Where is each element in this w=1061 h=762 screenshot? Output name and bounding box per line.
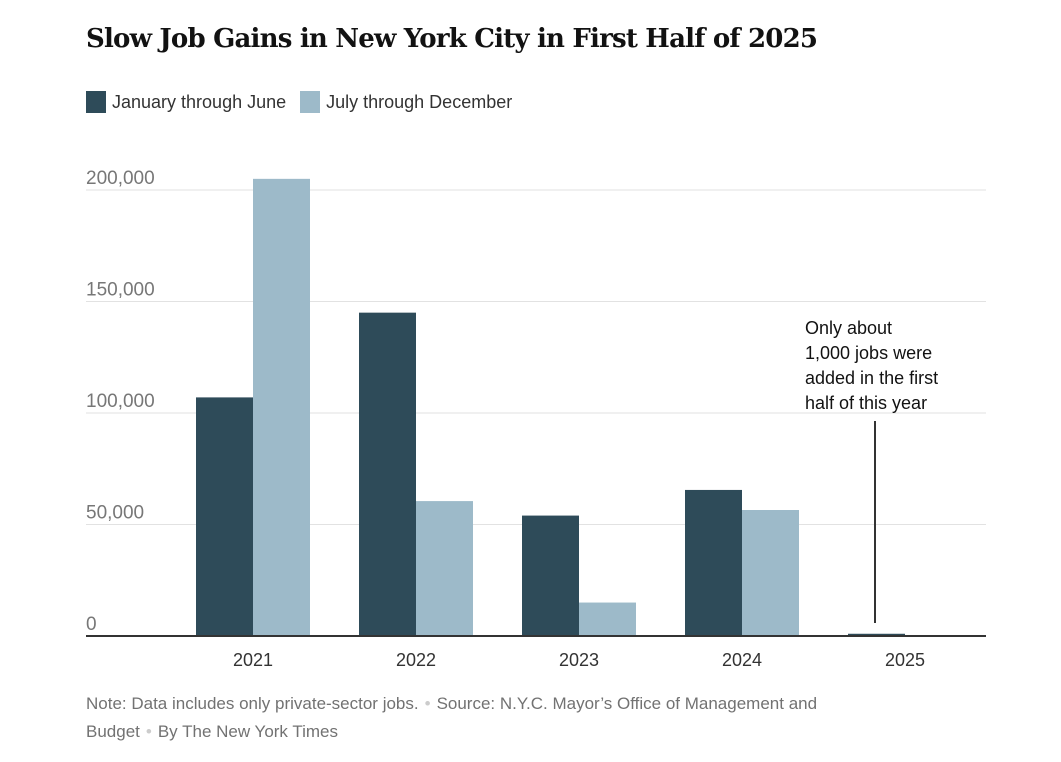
x-tick-label: 2021 (233, 650, 273, 670)
footer-source: Source: N.Y.C. Mayor’s Office of Managem… (86, 694, 818, 741)
y-tick-label: 150,000 (86, 280, 155, 301)
separator: • (145, 722, 152, 741)
annotation-text: half of this year (805, 393, 927, 413)
bar-first-half-2024 (685, 489, 742, 636)
legend-label: July through December (326, 91, 513, 112)
footer-byline: By The New York Times (157, 722, 338, 741)
bar-first-half-2023 (522, 515, 579, 636)
y-tick-label: 100,000 (86, 391, 155, 412)
legend: January through June July through Decemb… (86, 91, 526, 113)
legend-swatch-first-half (86, 91, 106, 113)
x-tick-label: 2024 (722, 650, 762, 670)
annotation-text: added in the first (805, 368, 938, 388)
bar-first-half-2025 (848, 633, 905, 636)
y-tick-label: 50,000 (86, 503, 144, 524)
x-tick-label: 2023 (559, 650, 599, 670)
bar-second-half-2024 (742, 510, 799, 636)
bar-second-half-2021 (253, 178, 310, 636)
y-tick-label: 0 (86, 614, 97, 635)
bar-second-half-2022 (416, 501, 473, 636)
footer-note: Note: Data includes only private-sector … (86, 694, 419, 713)
legend-swatch-second-half (300, 91, 321, 113)
x-tick-label: 2022 (396, 650, 436, 670)
annotation-text: 1,000 jobs were (805, 343, 932, 363)
legend-item-first-half: January through June (86, 91, 286, 113)
chart-title: Slow Job Gains in New York City in First… (86, 24, 818, 54)
annotation-text: Only about (805, 318, 892, 338)
footer: Note: Data includes only private-sector … (86, 690, 906, 746)
separator: • (424, 694, 431, 713)
y-tick-label: 200,000 (86, 168, 155, 189)
x-tick-label: 2025 (885, 650, 925, 670)
bar-first-half-2022 (359, 312, 416, 636)
bar-first-half-2021 (196, 397, 253, 636)
bar-second-half-2023 (579, 602, 636, 636)
legend-label: January through June (112, 91, 287, 112)
legend-item-second-half: July through December (300, 91, 512, 113)
